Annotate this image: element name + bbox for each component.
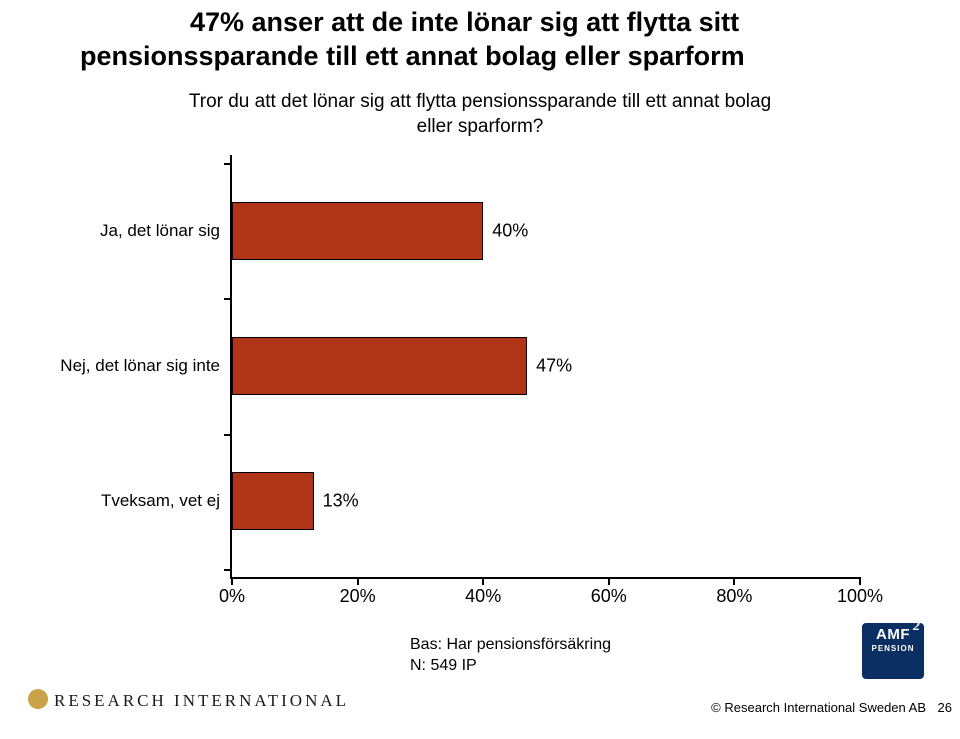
category-label: Ja, det lönar sig <box>42 221 232 241</box>
chart-footer: Bas: Har pensionsförsäkring N: 549 IP <box>410 634 611 677</box>
x-tick-label: 100% <box>837 586 883 607</box>
brand-research-international: RESEARCH INTERNATIONAL <box>28 689 349 711</box>
bar: 40% <box>232 202 483 260</box>
x-tick-label: 0% <box>219 586 245 607</box>
title-line2: pensionssparande till ett annat bolag el… <box>80 40 920 74</box>
subtitle-line2: eller sparform? <box>417 116 544 137</box>
bar: 13% <box>232 472 314 530</box>
brand-left-text: RESEARCH INTERNATIONAL <box>54 691 349 710</box>
footer-line1: Bas: Har pensionsförsäkring <box>410 634 611 656</box>
page-title: 47% anser att de inte lönar sig att flyt… <box>80 6 920 74</box>
bar: 47% <box>232 337 527 395</box>
x-tick <box>482 577 484 585</box>
title-line1: 47% anser att de inte lönar sig att flyt… <box>80 6 920 40</box>
plot-area: 0%20%40%60%80%100%40%Ja, det lönar sig47… <box>230 155 860 579</box>
y-tick <box>224 434 232 436</box>
y-tick <box>224 569 232 571</box>
category-label: Tveksam, vet ej <box>42 491 232 511</box>
bar-value-label: 47% <box>526 356 572 377</box>
x-tick-label: 80% <box>716 586 752 607</box>
chart: 0%20%40%60%80%100%40%Ja, det lönar sig47… <box>40 155 920 619</box>
copyright-text: © Research International Sweden AB <box>711 700 926 715</box>
x-tick <box>733 577 735 585</box>
x-tick-label: 40% <box>465 586 501 607</box>
category-label: Nej, det lönar sig inte <box>42 356 232 376</box>
y-tick <box>224 163 232 165</box>
brand-pension-text: PENSION <box>862 644 924 653</box>
page-number: 26 <box>938 700 952 715</box>
y-tick <box>224 298 232 300</box>
x-tick <box>357 577 359 585</box>
x-tick-label: 60% <box>591 586 627 607</box>
x-tick <box>859 577 861 585</box>
brand-amf-two: 2 <box>913 619 920 635</box>
chart-subtitle: Tror du att det lönar sig att flytta pen… <box>0 90 960 139</box>
bar-value-label: 13% <box>313 491 359 512</box>
subtitle-line1: Tror du att det lönar sig att flytta pen… <box>189 91 771 112</box>
brand-amf-pension: 2 AMF PENSION <box>862 623 924 679</box>
x-tick-label: 20% <box>340 586 376 607</box>
x-tick <box>231 577 233 585</box>
x-tick <box>608 577 610 585</box>
bar-value-label: 40% <box>482 220 528 241</box>
globe-icon <box>28 689 48 709</box>
footer-line2: N: 549 IP <box>410 655 611 677</box>
